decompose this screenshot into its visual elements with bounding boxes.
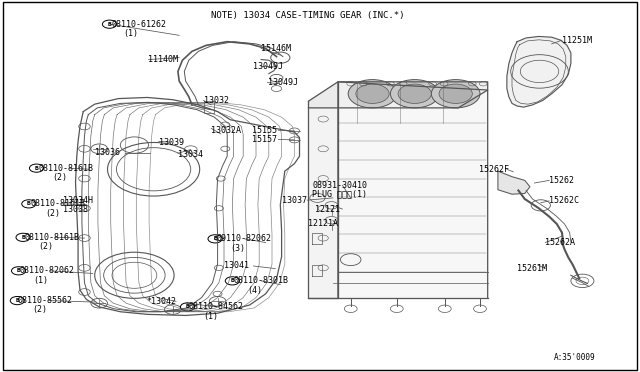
Text: B: B [186,304,189,310]
Text: A:35'0009: A:35'0009 [554,353,595,362]
Text: 15262: 15262 [549,176,574,185]
Polygon shape [507,36,571,107]
Text: B: B [108,22,111,27]
Text: 11140M: 11140M [148,55,179,64]
Text: 08110-85562: 08110-85562 [18,296,73,305]
Text: 13037: 13037 [282,196,307,205]
Text: B: B [27,201,31,206]
Circle shape [348,80,397,108]
Polygon shape [308,82,488,108]
Polygon shape [338,82,488,298]
Text: 13036: 13036 [95,148,120,157]
Polygon shape [308,82,338,298]
Circle shape [439,84,472,103]
Text: 08110-8161B: 08110-8161B [24,233,79,242]
Text: 15262A: 15262A [545,238,575,247]
Text: 13032: 13032 [204,96,228,105]
Text: 15146M: 15146M [261,44,291,53]
Text: 15262F: 15262F [479,165,509,174]
Circle shape [398,84,431,103]
Text: NOTE) 13034 CASE-TIMING GEAR (INC.*): NOTE) 13034 CASE-TIMING GEAR (INC.*) [211,11,404,20]
Text: B: B [21,235,25,240]
Text: 13039: 13039 [159,138,184,147]
Text: 09110-82062: 09110-82062 [216,234,271,243]
Text: 13049J: 13049J [268,78,298,87]
Text: (2): (2) [38,242,53,251]
Text: B: B [213,236,217,241]
Text: B: B [17,268,20,273]
Text: 13032A: 13032A [211,126,241,135]
Text: 08931-30410: 08931-30410 [312,181,367,190]
Text: B: B [35,166,38,171]
Text: *13042: *13042 [146,297,176,306]
Text: (2): (2) [52,173,67,182]
Text: (1): (1) [33,276,48,285]
Text: 08110-84562: 08110-84562 [189,302,244,311]
Text: 08110-8301B: 08110-8301B [234,276,289,285]
Polygon shape [498,171,530,194]
Text: 15157: 15157 [252,135,276,144]
Text: (2): (2) [32,305,47,314]
Text: 15261M: 15261M [517,264,547,273]
Text: PLUG プラグ(1): PLUG プラグ(1) [312,189,367,198]
Text: 15155: 15155 [252,126,276,135]
Circle shape [356,84,389,103]
Text: 11251M: 11251M [562,36,592,45]
Text: 12121: 12121 [315,205,340,214]
Text: 08110-8161B: 08110-8161B [38,164,93,173]
Circle shape [390,80,439,108]
Text: 13041: 13041 [224,262,249,270]
Text: 13049J: 13049J [253,62,283,71]
Circle shape [431,80,480,108]
Text: (2): (2) [45,209,60,218]
Text: 08110-82062: 08110-82062 [19,266,74,275]
Text: (1): (1) [203,312,218,321]
Text: 13038: 13038 [63,205,88,214]
Text: 13034: 13034 [178,150,203,159]
Text: B: B [230,278,234,283]
Text: (3): (3) [230,244,245,253]
Text: 13034H: 13034H [63,196,93,205]
Text: 08110-61262: 08110-61262 [112,20,167,29]
Text: (4): (4) [248,286,262,295]
Text: (1): (1) [124,29,138,38]
Text: 15262C: 15262C [549,196,579,205]
Text: 12121A: 12121A [308,219,339,228]
Text: B: B [15,298,19,303]
Text: 08110-8161B: 08110-8161B [31,199,86,208]
